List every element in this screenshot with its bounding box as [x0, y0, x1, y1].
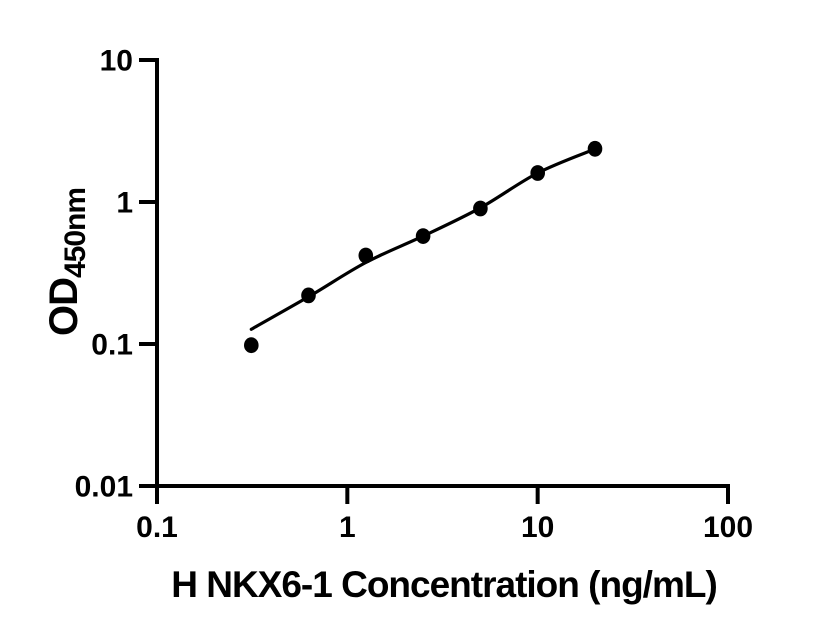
- y-axis-title-main: OD: [42, 278, 86, 336]
- y-tick-label: 1: [116, 187, 133, 220]
- y-axis-title: OD450nm: [42, 188, 92, 336]
- y-tick-label: 10: [100, 45, 133, 78]
- data-point: [415, 228, 431, 245]
- data-point: [530, 165, 545, 181]
- y-tick-label: 0.01: [75, 471, 133, 504]
- x-tick-label: 0.1: [136, 511, 178, 544]
- axes: [139, 58, 730, 504]
- x-tick-label: 100: [703, 511, 753, 544]
- y-axis-title-subscript: 450nm: [59, 188, 92, 278]
- data-point: [358, 247, 374, 264]
- data-point: [587, 140, 603, 157]
- x-tick-label: 1: [339, 511, 356, 544]
- data-point: [301, 287, 316, 304]
- plot-area: [244, 140, 603, 354]
- y-tick-label: 0.1: [91, 329, 133, 362]
- x-tick-label: 10: [521, 511, 554, 544]
- x-axis-title: H NKX6-1 Concentration (ng/mL): [171, 564, 717, 605]
- data-point: [244, 337, 259, 354]
- data-point: [473, 200, 488, 217]
